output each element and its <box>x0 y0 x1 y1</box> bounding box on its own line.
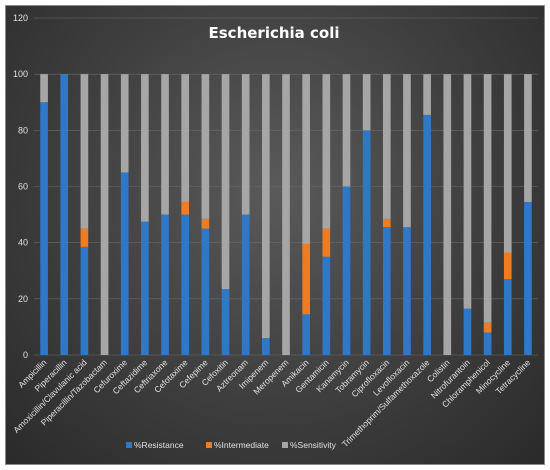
bar-segment-resistance <box>241 214 250 355</box>
legend-swatch <box>206 442 212 448</box>
bar-segment-sensitivity <box>524 74 532 202</box>
bar-segment-sensitivity <box>463 74 472 309</box>
legend-label: %Sensitivity <box>290 440 337 450</box>
bar-segment-sensitivity <box>342 74 351 187</box>
bar-segment-resistance <box>302 314 310 355</box>
bar-segment-intermediate <box>302 244 310 315</box>
bar-segment-resistance <box>503 279 512 355</box>
stacked-bar-chart: 0 20 40 60 80 100 120 AmpicillinPiperacillinAm… <box>11 13 538 450</box>
y-tick-label: 0 <box>23 350 28 360</box>
bar-segment-resistance <box>201 228 210 356</box>
y-tick-label: 20 <box>18 294 28 304</box>
legend: %Resistance %Intermediate %Sensitivity <box>126 440 337 450</box>
bar-segment-resistance <box>403 227 411 355</box>
bar-segment-sensitivity <box>443 74 452 356</box>
bar-segment-resistance <box>221 289 230 355</box>
bar-segment-sensitivity <box>100 74 109 356</box>
bar-segment-sensitivity <box>503 74 512 253</box>
bar-segment-sensitivity <box>221 74 230 290</box>
x-axis-labels: AmpicillinPiperacillinAmoxicillin/Clavul… <box>11 357 532 449</box>
bar-segment-resistance <box>80 246 89 355</box>
bar-segment-resistance <box>524 201 532 355</box>
bar-segment-sensitivity <box>201 74 210 219</box>
bar-segment-intermediate <box>181 201 190 215</box>
bar-segment-sensitivity <box>141 74 149 222</box>
bar-segment-sensitivity <box>120 74 129 173</box>
bar-segment-sensitivity <box>362 74 371 131</box>
bar-segment-intermediate <box>80 228 89 247</box>
bar-segment-resistance <box>181 214 190 355</box>
legend-swatch <box>126 442 132 448</box>
bar-segment-intermediate <box>503 252 512 280</box>
bar-segment-resistance <box>483 332 492 355</box>
bar-segment-sensitivity <box>181 74 190 202</box>
bar-segment-resistance <box>322 256 331 355</box>
bar-segment-resistance <box>120 172 129 355</box>
bar-segment-sensitivity <box>403 74 411 228</box>
bar-segment-resistance <box>382 227 391 355</box>
bar-segment-sensitivity <box>80 74 89 229</box>
bar-segment-resistance <box>141 221 149 355</box>
bar-segment-sensitivity <box>382 74 391 219</box>
legend-label: %Intermediate <box>214 440 269 450</box>
bar-segment-intermediate <box>322 228 331 257</box>
bar-segment-sensitivity <box>161 74 169 215</box>
bar-segment-sensitivity <box>322 74 331 229</box>
y-tick-label: 100 <box>13 69 28 79</box>
bar-segment-sensitivity <box>241 74 250 215</box>
bar-segment-sensitivity <box>302 74 310 245</box>
bar-segment-sensitivity <box>282 74 290 356</box>
bar-segment-resistance <box>342 186 351 355</box>
chart-title: Escherichia coli <box>209 24 340 42</box>
legend-swatch <box>282 442 288 448</box>
bar-segment-intermediate <box>483 322 492 333</box>
bar-segment-resistance <box>161 214 169 355</box>
bar-segment-sensitivity <box>40 74 48 103</box>
bar-segment-sensitivity <box>423 74 431 115</box>
y-tick-label: 40 <box>18 238 28 248</box>
bar-segment-resistance <box>262 338 270 355</box>
y-tick-label: 60 <box>18 182 28 192</box>
bar-segment-intermediate <box>382 218 391 228</box>
bar-segment-sensitivity <box>483 74 492 323</box>
y-tick-label: 120 <box>13 13 28 23</box>
legend-label: %Resistance <box>134 440 184 450</box>
bar-segment-resistance <box>463 308 472 355</box>
y-axis-ticks: 0 20 40 60 80 100 120 <box>13 13 28 360</box>
chart-frame: 0 20 40 60 80 100 120 Ampicillin Piperacillin Am… <box>5 5 545 465</box>
bar-segment-resistance <box>40 102 48 355</box>
bar-segment-resistance <box>60 74 69 356</box>
bar-segment-resistance <box>362 130 371 355</box>
bar-segment-resistance <box>423 114 431 355</box>
y-tick-label: 80 <box>18 125 28 135</box>
bar-segment-sensitivity <box>262 74 270 339</box>
bar-segment-intermediate <box>201 218 210 229</box>
bars <box>40 74 532 356</box>
